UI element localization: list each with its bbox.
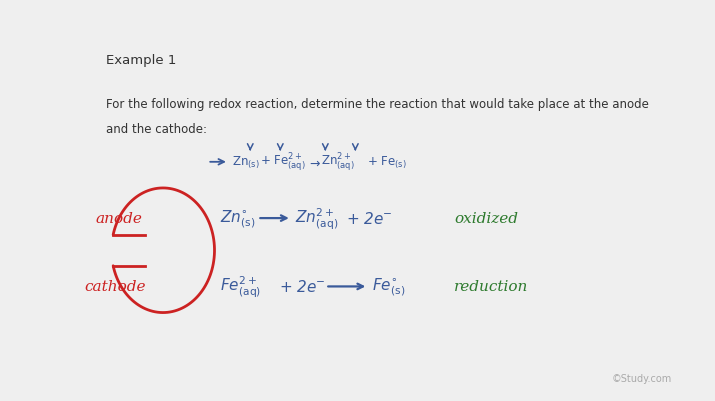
Text: Fe$^{2+}_{\mathsf{(aq)}}$: Fe$^{2+}_{\mathsf{(aq)}}$ xyxy=(220,274,261,299)
Text: reduction: reduction xyxy=(454,280,528,294)
Text: + Fe$^{2+}_{\mathsf{(aq)}}$: + Fe$^{2+}_{\mathsf{(aq)}}$ xyxy=(260,152,306,173)
Text: oxidized: oxidized xyxy=(454,212,518,225)
Text: Example 1: Example 1 xyxy=(106,54,176,67)
Text: + 2e$^{-}$: + 2e$^{-}$ xyxy=(279,279,325,295)
Text: and the cathode:: and the cathode: xyxy=(106,122,207,135)
Text: Zn$^{\circ}_{\mathsf{(s)}}$: Zn$^{\circ}_{\mathsf{(s)}}$ xyxy=(220,208,256,229)
Text: ©Study.com: ©Study.com xyxy=(611,373,671,383)
Text: $\rightarrow$: $\rightarrow$ xyxy=(307,156,322,169)
Text: Zn$^{2+}_{\mathsf{(aq)}}$: Zn$^{2+}_{\mathsf{(aq)}}$ xyxy=(295,206,339,231)
Text: For the following redox reaction, determine the reaction that would take place a: For the following redox reaction, determ… xyxy=(106,98,649,111)
Text: cathode: cathode xyxy=(84,280,146,294)
Text: Zn$^{2+}_{\mathsf{(aq)}}$: Zn$^{2+}_{\mathsf{(aq)}}$ xyxy=(321,152,355,173)
Text: + 2e$^{-}$: + 2e$^{-}$ xyxy=(346,211,393,227)
Text: Zn$_{\mathsf{(s)}}$: Zn$_{\mathsf{(s)}}$ xyxy=(232,154,260,170)
Text: + Fe$_{\mathsf{(s)}}$: + Fe$_{\mathsf{(s)}}$ xyxy=(367,154,407,170)
Text: anode: anode xyxy=(95,212,142,225)
Text: Fe$^{\circ}_{\mathsf{(s)}}$: Fe$^{\circ}_{\mathsf{(s)}}$ xyxy=(372,276,405,298)
